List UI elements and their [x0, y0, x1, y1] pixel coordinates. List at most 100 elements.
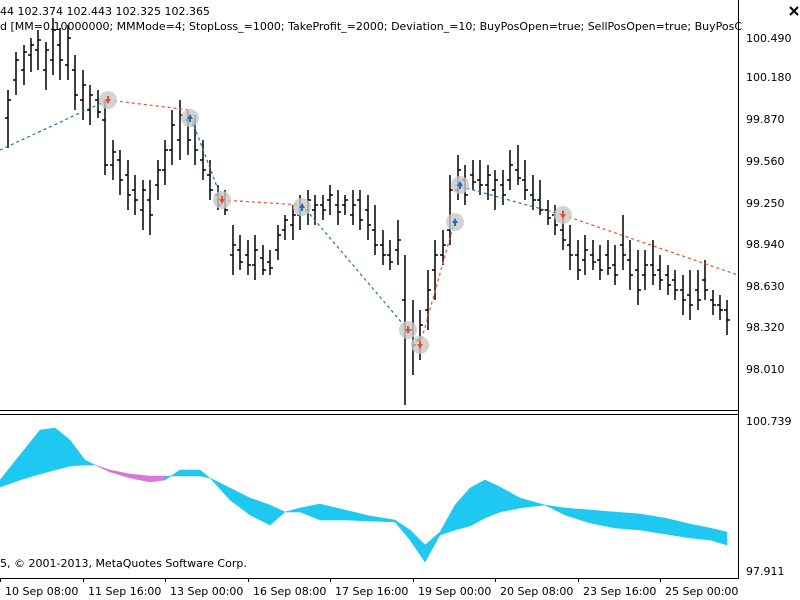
sell-trade-line	[221, 199, 303, 206]
price-bar	[590, 240, 596, 270]
buy-marker-icon[interactable]	[451, 176, 469, 194]
sell-marker-icon[interactable]	[411, 336, 429, 354]
price-tick-label: 98.940	[746, 238, 785, 251]
cloud-up-segment	[394, 519, 411, 541]
price-bar	[507, 150, 513, 190]
price-bar	[447, 175, 453, 245]
time-axis-border	[0, 578, 739, 579]
price-bar	[605, 240, 611, 275]
cloud-up-segment	[0, 454, 21, 488]
sell-marker-icon[interactable]	[399, 321, 417, 339]
price-bar	[237, 235, 243, 270]
cloud-up-segment	[249, 497, 271, 526]
cloud-up-segment	[409, 529, 426, 563]
price-bar	[425, 270, 431, 330]
time-tick-label: 10 Sep 08:00	[5, 585, 79, 598]
price-bar	[169, 110, 175, 165]
price-bar	[245, 240, 251, 275]
price-bar	[537, 180, 543, 215]
buy-trade-line	[301, 204, 409, 331]
time-tick	[413, 578, 414, 582]
price-bar	[515, 145, 521, 185]
cloud-up-segment	[39, 427, 56, 475]
price-bar	[687, 270, 693, 320]
buy-marker-icon[interactable]	[293, 198, 311, 216]
cloud-up-segment	[269, 504, 286, 526]
cloud-up-segment	[499, 486, 521, 513]
price-bar	[357, 190, 363, 230]
sell-marker-icon[interactable]	[213, 191, 231, 209]
time-tick	[0, 578, 1, 582]
sell-trade-line	[419, 219, 456, 346]
cloud-up-segment	[284, 507, 301, 513]
time-tick-label: 19 Sep 00:00	[418, 585, 492, 598]
price-bar	[117, 150, 123, 195]
price-bar	[680, 275, 686, 315]
price-bar	[102, 100, 108, 175]
price-bar	[432, 240, 438, 300]
price-bar	[13, 52, 19, 95]
price-bar	[545, 200, 551, 225]
price-bar	[207, 160, 213, 200]
cloud-up-segment	[344, 509, 371, 522]
time-tick	[660, 578, 661, 582]
cloud-up-segment	[299, 503, 321, 521]
pane-separator-bottom	[0, 414, 739, 415]
cloud-down-segment	[149, 475, 166, 483]
price-bar	[342, 195, 348, 215]
price-bar	[327, 185, 333, 215]
price-bar	[275, 225, 281, 260]
cloud-down-segment	[94, 464, 111, 473]
cloud-up-segment	[54, 427, 71, 471]
price-tick-label: 100.180	[746, 71, 792, 84]
price-bar	[200, 140, 206, 180]
sell-marker-icon[interactable]	[99, 91, 117, 109]
price-bar	[612, 245, 618, 285]
price-bar	[672, 270, 678, 300]
buy-marker-icon[interactable]	[181, 109, 199, 127]
cloud-up-segment	[179, 469, 201, 477]
time-tick-label: 17 Sep 16:00	[335, 585, 409, 598]
price-tick-label: 98.320	[746, 321, 785, 334]
price-bar	[252, 235, 258, 280]
price-bar	[627, 240, 633, 290]
cloud-up-segment	[69, 439, 86, 467]
price-bar	[290, 205, 296, 240]
cloud-up-segment	[544, 504, 566, 516]
price-bar	[28, 38, 34, 72]
sell-trade-line	[107, 99, 191, 111]
cloud-up-segment	[369, 515, 396, 523]
cloud-up-segment	[614, 511, 641, 531]
sell-marker-icon[interactable]	[554, 206, 572, 224]
price-bar	[695, 270, 701, 310]
price-bar	[50, 18, 56, 75]
cloud-up-segment	[439, 504, 456, 536]
price-tick-label: 99.560	[746, 155, 785, 168]
cloud-up-segment	[19, 429, 41, 481]
price-bar	[65, 25, 71, 80]
price-bar	[5, 90, 11, 148]
price-bar	[350, 190, 356, 225]
price-bar	[87, 85, 93, 125]
price-bar	[282, 215, 288, 240]
price-bar	[267, 250, 273, 275]
buy-trade-line	[0, 99, 109, 151]
price-bar	[21, 45, 27, 85]
price-bar	[477, 160, 483, 195]
cloud-up-segment	[319, 503, 346, 521]
price-bar	[372, 205, 378, 255]
close-icon[interactable]	[788, 5, 800, 17]
cloud-up-segment	[164, 469, 181, 481]
time-tick	[165, 578, 166, 582]
buy-marker-icon[interactable]	[446, 213, 464, 231]
price-bar	[492, 170, 498, 210]
price-bar	[162, 140, 168, 185]
price-bar	[500, 170, 506, 205]
price-bar	[642, 250, 648, 290]
time-tick-label: 25 Sep 00:00	[665, 585, 739, 598]
price-bar	[597, 245, 603, 280]
cloud-up-segment	[519, 497, 546, 509]
price-tick-label: 100.490	[746, 32, 792, 45]
